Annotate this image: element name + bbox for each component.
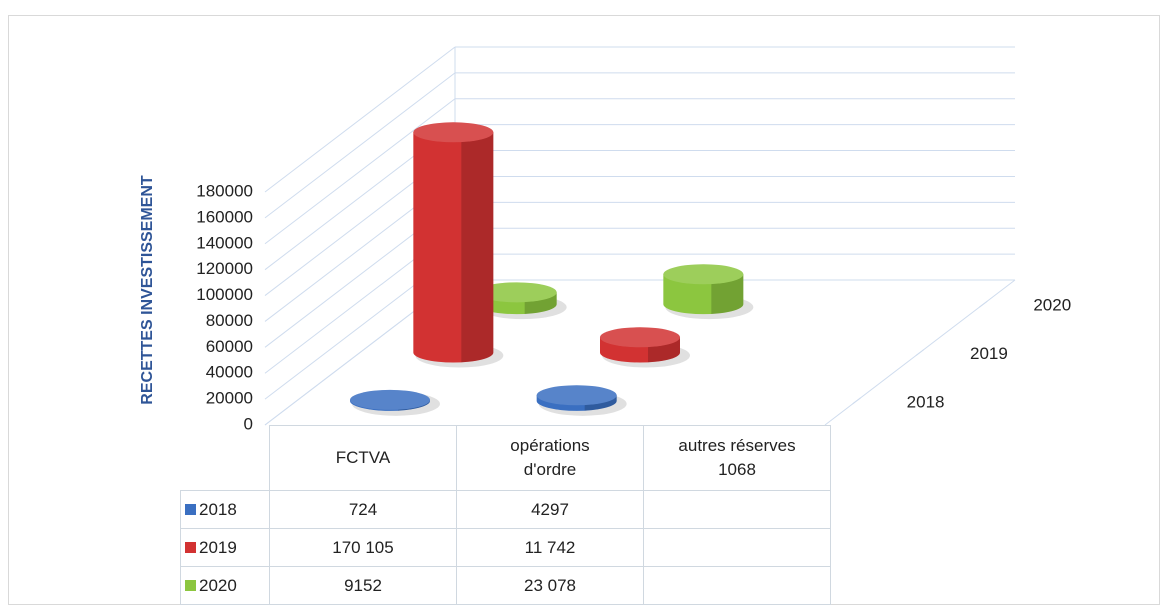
table-category-cell: opérations d'ordre	[456, 425, 644, 491]
depth-tick	[979, 300, 988, 308]
depth-tick	[915, 349, 925, 356]
grid-line	[264, 46, 456, 193]
legend-entry: 2018	[180, 490, 270, 529]
legend-label: 2019	[199, 537, 237, 557]
y-tick-label: 100000	[196, 285, 253, 304]
table-row: 2020 9152 23 078	[180, 566, 831, 605]
cylinder-top-light	[536, 385, 617, 406]
value-label: 9152	[344, 575, 382, 595]
table-cell	[643, 528, 831, 567]
table-cell: 11 742	[456, 528, 644, 567]
table-header-row: FCTVA opérations d'ordre autres réserves 1…	[181, 425, 831, 491]
cylinder	[350, 389, 440, 416]
cylinder-top	[350, 389, 430, 410]
cylinder-top-light	[663, 264, 744, 285]
data-table: FCTVA opérations d'ordre autres réserves 1…	[180, 425, 831, 605]
table-cell	[643, 490, 831, 529]
depth-label: 2019	[970, 344, 1008, 363]
legend-swatch	[185, 503, 196, 515]
cylinder-top	[476, 282, 557, 303]
cylinder	[413, 122, 504, 368]
legend-label: 2018	[199, 499, 237, 519]
table-cell	[643, 566, 831, 605]
y-tick-label: 140000	[196, 233, 253, 252]
y-tick-label: 80000	[206, 311, 253, 330]
cylinder-shade	[711, 274, 744, 314]
y-tick-label: 0	[244, 414, 253, 433]
cylinder-shade	[461, 132, 494, 363]
cylinder-body	[413, 132, 494, 363]
depth-tick	[852, 397, 861, 405]
chart-frame	[8, 15, 1160, 605]
cylinder	[663, 264, 754, 320]
table-cell: 4297	[456, 490, 644, 529]
table-cell: 23 078	[456, 566, 644, 605]
category-label: autres réserves 1068	[678, 436, 796, 479]
cylinder-top	[536, 385, 617, 406]
grid-line	[264, 98, 456, 245]
value-label: 4297	[531, 499, 569, 519]
cylinder-body	[663, 274, 744, 315]
legend-label: 2020	[199, 575, 237, 595]
y-tick-label: 40000	[206, 363, 253, 382]
table-cell: 170 105	[269, 528, 457, 567]
category-label: opérations d'ordre	[510, 436, 590, 479]
value-label: 170 105	[332, 537, 394, 557]
value-label: 23 078	[524, 575, 576, 595]
grid-line	[264, 72, 456, 219]
value-label: 11 742	[524, 537, 576, 557]
category-label: FCTVA	[335, 448, 391, 467]
depth-label: 2018	[907, 392, 945, 411]
cylinder	[536, 385, 627, 416]
table-row: 2018 724 4297	[180, 490, 831, 529]
value-label: 724	[348, 499, 378, 519]
y-tick-label: 180000	[196, 181, 253, 200]
cylinder-top	[600, 327, 680, 348]
table-row: 2019 170 105 11 742	[180, 528, 831, 567]
cylinder-top-light	[413, 122, 494, 143]
legend-entry: 2020	[180, 566, 270, 605]
cylinder-top-light	[600, 327, 680, 348]
y-tick-label: 20000	[206, 389, 253, 408]
table-category-cell: FCTVA	[269, 425, 457, 491]
cylinder	[600, 327, 690, 368]
y-tick-label: 160000	[196, 207, 253, 226]
cylinder-top	[663, 264, 744, 285]
depth-label: 2020	[1033, 296, 1071, 315]
table-cell: 9152	[269, 566, 457, 605]
legend-swatch	[185, 579, 196, 591]
y-axis-title: RECETTES INVESTISSEMENT	[139, 175, 156, 405]
cylinder-top-light	[476, 282, 557, 303]
table-corner	[181, 426, 270, 491]
y-tick-label: 120000	[196, 259, 253, 278]
legend-entry: 2019	[180, 528, 270, 567]
cylinder-top-light	[350, 389, 430, 410]
table-cell: 724	[269, 490, 457, 529]
y-tick-label: 60000	[206, 337, 253, 356]
table-category-cell: autres réserves 1068	[643, 425, 831, 491]
cylinder	[476, 282, 567, 320]
legend-swatch	[185, 541, 196, 553]
cylinder-top	[413, 122, 494, 143]
